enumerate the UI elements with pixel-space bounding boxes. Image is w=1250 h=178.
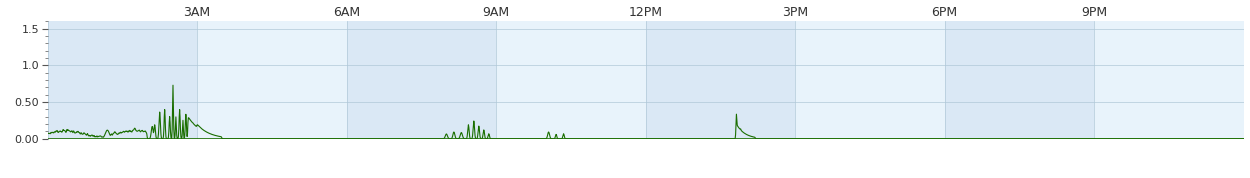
Bar <box>346 21 496 139</box>
Bar <box>48 21 198 139</box>
Bar <box>945 21 1094 139</box>
Bar <box>496 21 646 139</box>
Bar <box>795 21 945 139</box>
Bar <box>198 21 346 139</box>
Bar <box>1094 21 1244 139</box>
Bar <box>646 21 795 139</box>
